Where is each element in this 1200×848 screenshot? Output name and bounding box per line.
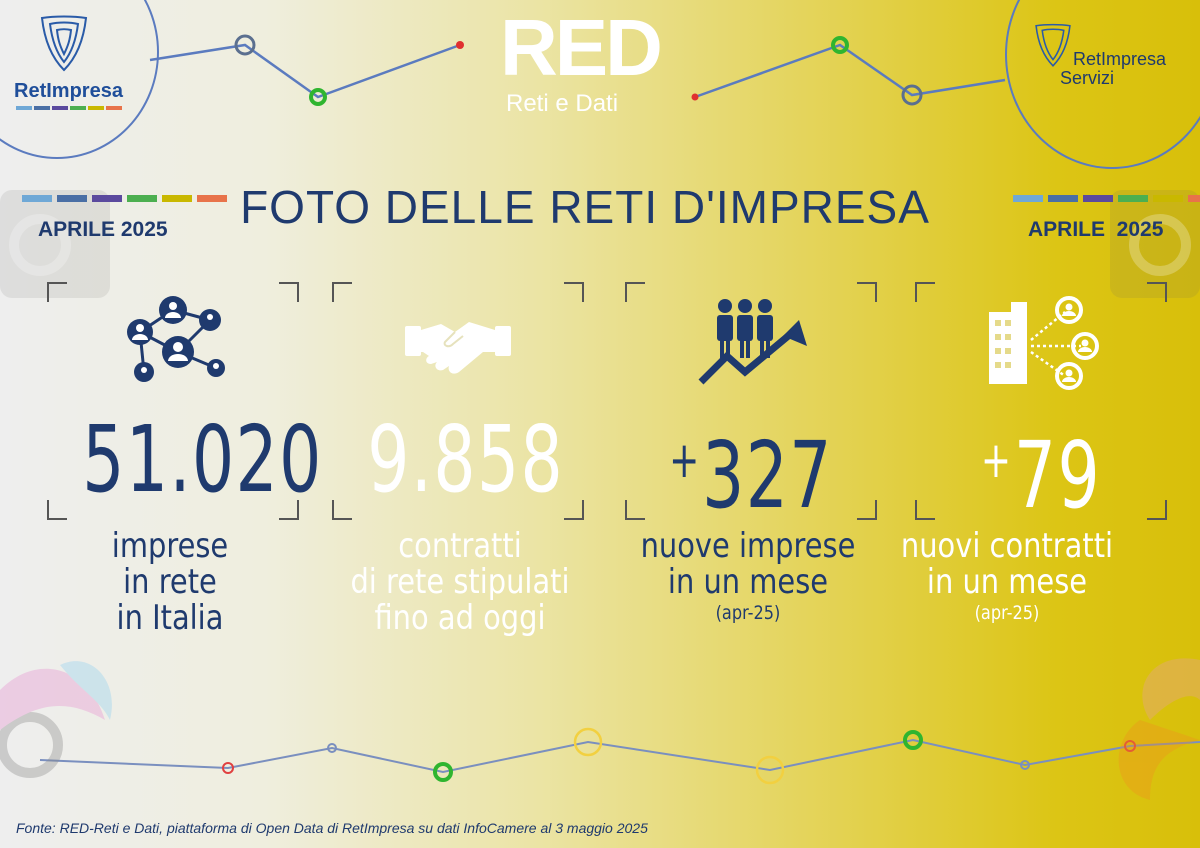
retimpresa-servizi-line2: Servizi <box>1060 68 1115 88</box>
stat-label-line2: di rete stipulati <box>350 562 570 602</box>
stat-label-line2: in un mese <box>667 562 829 602</box>
stat-label-nuove-imprese: nuove imprese in un mese (apr-25) <box>633 528 863 626</box>
stat-prefix: + <box>669 431 701 489</box>
logo-color-strip-left <box>16 106 122 110</box>
stat-label-line2: in rete <box>123 562 217 602</box>
people-growth-icon <box>698 299 807 385</box>
stat-label-line2: in un mese <box>926 562 1088 602</box>
stat-label-note: (apr-25) <box>715 602 781 624</box>
retimpresa-logo-icon <box>40 15 88 72</box>
handshake-icon <box>405 322 511 374</box>
color-strip-left <box>22 195 227 202</box>
date-left: APRILE 2025 <box>38 218 168 241</box>
building-network-icon <box>989 296 1099 390</box>
stat-card-imprese: 51.020 <box>47 282 323 520</box>
stat-label-line1: imprese <box>111 526 229 566</box>
page-title: FOTO DELLE RETI D'IMPRESA <box>240 181 930 233</box>
stat-card-nuovi-contratti: +79 <box>915 282 1167 526</box>
stat-label-line1: nuovi contratti <box>900 526 1114 566</box>
stat-value: +327 <box>660 410 841 526</box>
retimpresa-logo-text: RetImpresa <box>14 80 123 102</box>
red-logo: RED Reti e Dati <box>500 3 663 118</box>
stat-label-line1: contratti <box>398 526 522 566</box>
stat-label-line3: fino ad oggi <box>374 598 546 638</box>
stat-label-imprese: imprese in rete in Italia <box>55 528 285 636</box>
source-footer: Fonte: RED-Reti e Dati, piattaforma di O… <box>16 820 648 836</box>
stat-value: 51.020 <box>82 406 323 513</box>
color-strip-right <box>1013 195 1200 202</box>
stat-label-line3: in Italia <box>116 598 224 638</box>
stat-number: 327 <box>702 422 833 529</box>
stat-value: 9.858 <box>367 406 565 513</box>
network-people-icon <box>127 296 225 382</box>
red-logo-text: RED <box>500 3 663 92</box>
stat-prefix: + <box>980 431 1013 489</box>
date-right: APRILE 2025 <box>1028 218 1164 241</box>
stat-label-contratti: contratti di rete stipulati fino ad oggi <box>345 528 575 636</box>
stat-number: 79 <box>1013 422 1102 529</box>
retimpresa-servizi-line1: RetImpresa <box>1073 49 1167 69</box>
stat-label-line1: nuove imprese <box>640 526 856 566</box>
stat-label-nuovi-contratti: nuovi contratti in un mese (apr-25) <box>892 528 1122 626</box>
red-logo-subtitle: Reti e Dati <box>506 90 619 117</box>
stat-card-contratti: 9.858 <box>332 282 584 520</box>
stat-value: +79 <box>950 410 1131 526</box>
stat-card-nuove-imprese: +327 <box>625 282 877 526</box>
retimpresa-servizi-logo-icon <box>1035 23 1071 67</box>
stat-label-note: (apr-25) <box>974 602 1040 624</box>
